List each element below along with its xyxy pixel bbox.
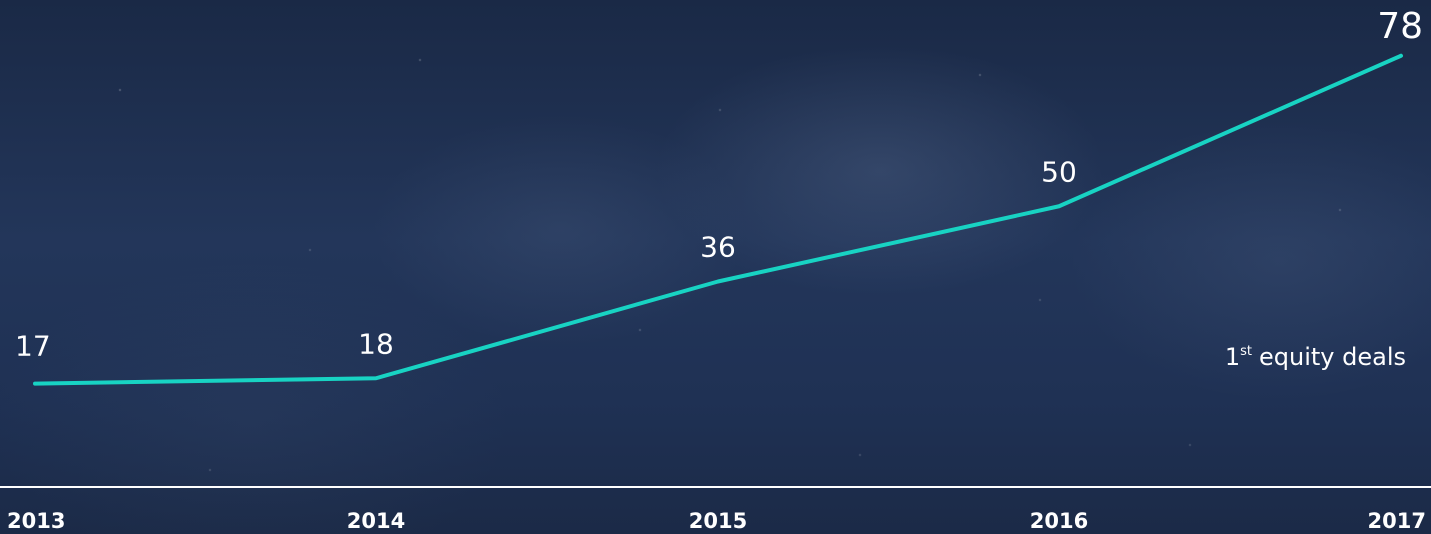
chart-annotation: 1st equity deals [1225, 345, 1406, 369]
data-label: 17 [15, 330, 51, 363]
x-tick-label: 2015 [689, 509, 747, 533]
data-label: 50 [1041, 155, 1077, 188]
annotation-label: equity deals [1259, 343, 1406, 371]
data-label: 36 [700, 231, 736, 264]
annotation-superscript: st [1240, 344, 1252, 359]
x-tick-label: 2017 [1368, 509, 1426, 533]
x-tick-label: 2014 [347, 509, 405, 533]
data-label: 18 [358, 327, 394, 360]
annotation-number: 1 [1224, 343, 1241, 371]
data-label: 78 [1377, 6, 1423, 47]
x-tick-label: 2016 [1030, 509, 1088, 533]
series-line [33, 53, 1403, 386]
x-tick-label: 2013 [7, 509, 65, 533]
